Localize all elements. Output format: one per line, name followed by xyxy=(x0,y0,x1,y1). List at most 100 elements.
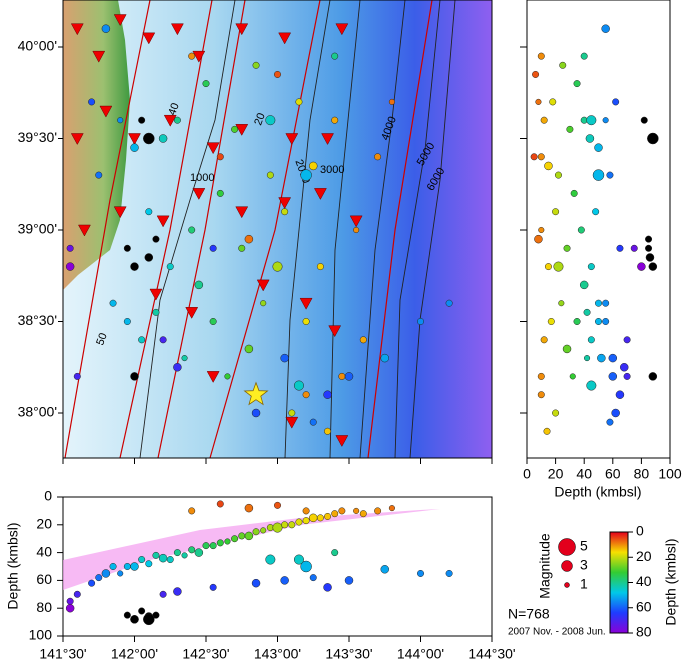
event-cross xyxy=(65,603,75,613)
event-map xyxy=(316,263,324,271)
magnitude-label: 3 xyxy=(580,557,588,573)
station xyxy=(235,23,249,36)
event-map xyxy=(202,80,210,88)
event-depth xyxy=(584,355,591,362)
plate-contour-label: 20 xyxy=(252,111,267,127)
station xyxy=(321,133,334,146)
event-map xyxy=(244,234,254,244)
event-depth xyxy=(587,336,595,344)
event-map xyxy=(95,171,103,179)
event-cross xyxy=(323,583,332,592)
event-depth xyxy=(552,409,560,417)
event-depth xyxy=(537,372,545,380)
event-map xyxy=(188,226,196,234)
event-map xyxy=(359,336,367,344)
colorbar-tick-label: 80 xyxy=(636,624,652,640)
station xyxy=(235,124,249,136)
event-cross xyxy=(145,560,153,568)
event-depth xyxy=(615,390,625,399)
event-map xyxy=(323,390,332,399)
event-map xyxy=(380,353,389,363)
event-cross xyxy=(88,579,96,587)
depth-tick-label: 20 xyxy=(548,466,564,482)
event-cross xyxy=(344,576,354,585)
event-cross xyxy=(173,549,181,557)
event-cross xyxy=(251,578,261,588)
event-cross xyxy=(281,521,289,529)
event-depth xyxy=(540,336,548,344)
event-depth xyxy=(537,391,545,399)
event-map xyxy=(138,116,146,124)
cross-tick-label: 40 xyxy=(36,543,52,559)
period: 2007 Nov. - 2008 Jun. xyxy=(508,627,606,638)
event-cross xyxy=(316,514,324,522)
event-depth xyxy=(648,372,658,381)
cross-tick-label: 80 xyxy=(36,599,52,615)
event-map xyxy=(194,280,204,290)
event-cross xyxy=(188,546,196,554)
event-cross xyxy=(159,590,167,598)
station xyxy=(206,371,220,383)
event-map xyxy=(295,98,303,106)
event-depth xyxy=(554,171,562,179)
event-depth xyxy=(544,263,552,271)
cross-tick-label: 0 xyxy=(44,488,52,504)
colorbar-title: Depth (kmbsl) xyxy=(663,538,679,625)
lon-tick-label: 143°30' xyxy=(325,646,372,662)
event-depth xyxy=(587,263,595,271)
colorbar-tick-label: 0 xyxy=(636,523,644,539)
event-depth xyxy=(532,70,540,78)
event-cross xyxy=(359,510,367,518)
magnitude-label: 1 xyxy=(580,576,588,592)
event-depth xyxy=(543,427,551,435)
event-map xyxy=(166,263,174,271)
event-map xyxy=(173,116,181,124)
event-cross xyxy=(309,574,317,582)
event-map xyxy=(353,226,360,234)
event-map xyxy=(293,380,304,391)
event-cross xyxy=(216,500,224,508)
colorbar-tick-label: 20 xyxy=(636,548,652,564)
event-depth xyxy=(535,98,542,105)
event-depth xyxy=(619,363,629,372)
depth-panel-frame xyxy=(526,0,671,459)
event-map xyxy=(117,117,124,124)
event-map xyxy=(309,161,318,171)
event-map xyxy=(251,408,261,418)
station xyxy=(349,215,363,228)
event-cross xyxy=(295,518,303,526)
lon-tick-label: 141°30' xyxy=(39,646,86,662)
event-map xyxy=(224,373,231,380)
event-map xyxy=(388,98,395,105)
event-map xyxy=(252,61,260,69)
event-cross xyxy=(173,587,182,596)
event-cross xyxy=(209,583,217,591)
station xyxy=(299,297,313,310)
event-cross xyxy=(274,501,281,509)
event-depth xyxy=(558,300,565,307)
event-cross xyxy=(302,517,310,525)
event-map xyxy=(344,372,354,381)
event-map xyxy=(281,208,289,216)
depth-tick-label: 80 xyxy=(634,466,650,482)
cross-tick-label: 100 xyxy=(29,627,53,643)
event-map xyxy=(173,363,182,372)
event-cross xyxy=(123,563,131,570)
event-cross xyxy=(123,611,131,619)
event-map xyxy=(309,418,317,426)
event-depth xyxy=(552,208,560,216)
event-cross xyxy=(95,574,103,582)
station xyxy=(192,50,206,63)
event-cross xyxy=(152,551,160,559)
event-map xyxy=(130,143,139,152)
magnitude-symbol xyxy=(561,560,573,572)
lon-tick-label: 144°30' xyxy=(468,646,515,662)
lat-tick-label: 40°00' xyxy=(18,38,57,54)
event-cross xyxy=(224,538,231,545)
event-cross xyxy=(260,527,267,534)
event-map xyxy=(123,244,131,252)
event-depth xyxy=(630,244,638,252)
event-depth xyxy=(538,226,545,234)
event-depth xyxy=(645,253,655,262)
event-depth xyxy=(640,116,648,124)
